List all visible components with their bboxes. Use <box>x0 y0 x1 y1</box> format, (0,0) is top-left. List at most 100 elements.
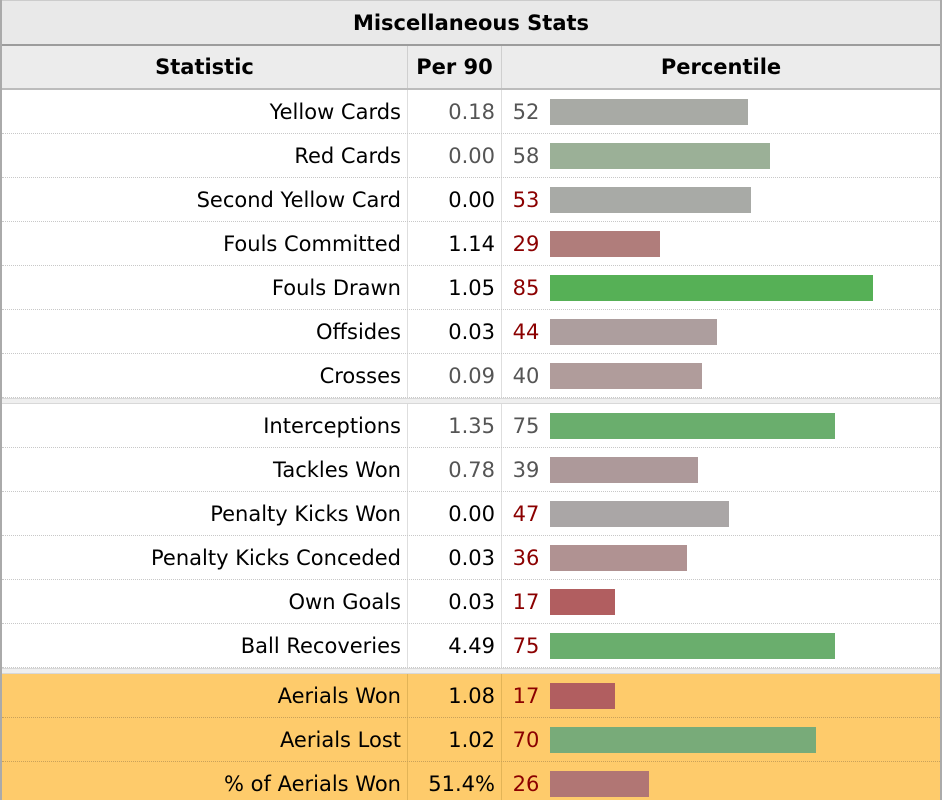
percentile-cell: 52 <box>502 90 940 133</box>
group-separator <box>2 668 940 674</box>
stat-name[interactable]: Penalty Kicks Won <box>2 492 408 535</box>
table-row: Fouls Committed 1.14 29 <box>2 222 940 266</box>
table-row: Offsides 0.03 44 <box>2 310 940 354</box>
percentile-bar <box>550 588 615 615</box>
percentile-cell: 70 <box>502 718 940 761</box>
per90-value: 1.02 <box>408 718 502 761</box>
table-row: % of Aerials Won 51.4% 26 <box>2 762 940 800</box>
per90-value: 0.00 <box>408 492 502 535</box>
percentile-cell: 26 <box>502 762 940 800</box>
table-row: Ball Recoveries 4.49 75 <box>2 624 940 668</box>
percentile-bar <box>550 186 751 213</box>
per90-value: 0.00 <box>408 134 502 177</box>
per90-value: 1.05 <box>408 266 502 309</box>
stat-name[interactable]: % of Aerials Won <box>2 762 408 800</box>
percentile-bar <box>550 770 649 797</box>
percentile-value: 40 <box>512 363 540 388</box>
per90-value: 0.03 <box>408 580 502 623</box>
percentile-value: 53 <box>512 187 540 212</box>
percentile-bar <box>550 544 687 571</box>
table-row: Penalty Kicks Conceded 0.03 36 <box>2 536 940 580</box>
percentile-cell: 40 <box>502 354 940 397</box>
percentile-cell: 47 <box>502 492 940 535</box>
percentile-value: 75 <box>512 413 540 438</box>
stat-name[interactable]: Fouls Drawn <box>2 266 408 309</box>
stat-name[interactable]: Second Yellow Card <box>2 178 408 221</box>
stat-name[interactable]: Aerials Won <box>2 674 408 717</box>
per90-value: 0.78 <box>408 448 502 491</box>
percentile-bar <box>550 682 615 709</box>
table-row: Fouls Drawn 1.05 85 <box>2 266 940 310</box>
percentile-bar <box>550 412 835 439</box>
table-row: Interceptions 1.35 75 <box>2 404 940 448</box>
percentile-cell: 29 <box>502 222 940 265</box>
percentile-value: 70 <box>512 727 540 752</box>
percentile-cell: 53 <box>502 178 940 221</box>
percentile-cell: 75 <box>502 624 940 667</box>
header-percentile[interactable]: Percentile <box>660 55 782 79</box>
header-statistic[interactable]: Statistic <box>2 46 408 88</box>
percentile-bar <box>550 318 717 345</box>
percentile-value: 58 <box>512 143 540 168</box>
stat-name[interactable]: Ball Recoveries <box>2 624 408 667</box>
stat-name[interactable]: Red Cards <box>2 134 408 177</box>
percentile-value: 47 <box>512 501 540 526</box>
percentile-cell: 75 <box>502 404 940 447</box>
stat-name[interactable]: Own Goals <box>2 580 408 623</box>
percentile-value: 85 <box>512 275 540 300</box>
per90-value: 0.09 <box>408 354 502 397</box>
table-row: Tackles Won 0.78 39 <box>2 448 940 492</box>
percentile-cell: 36 <box>502 536 940 579</box>
percentile-bar <box>550 142 770 169</box>
table-row: Red Cards 0.00 58 <box>2 134 940 178</box>
per90-value: 0.03 <box>408 536 502 579</box>
stat-name[interactable]: Tackles Won <box>2 448 408 491</box>
stat-name[interactable]: Aerials Lost <box>2 718 408 761</box>
percentile-value: 36 <box>512 545 540 570</box>
stat-name[interactable]: Interceptions <box>2 404 408 447</box>
per90-value: 0.00 <box>408 178 502 221</box>
percentile-value: 39 <box>512 457 540 482</box>
percentile-value: 17 <box>512 589 540 614</box>
table-row: Penalty Kicks Won 0.00 47 <box>2 492 940 536</box>
percentile-bar <box>550 274 873 301</box>
percentile-cell: 39 <box>502 448 940 491</box>
table-row: Crosses 0.09 40 <box>2 354 940 398</box>
stat-name[interactable]: Offsides <box>2 310 408 353</box>
percentile-bar <box>550 726 816 753</box>
table-row: Yellow Cards 0.18 52 <box>2 90 940 134</box>
percentile-bar <box>550 632 835 659</box>
per90-value: 4.49 <box>408 624 502 667</box>
percentile-bar <box>550 500 729 527</box>
stat-name[interactable]: Yellow Cards <box>2 90 408 133</box>
table-header: Statistic Per 90 Percentile <box>2 46 940 90</box>
table-body: Yellow Cards 0.18 52 Red Cards 0.00 58 Second … <box>2 90 940 800</box>
table-row: Aerials Lost 1.02 70 <box>2 718 940 762</box>
per90-value: 1.08 <box>408 674 502 717</box>
percentile-cell: 17 <box>502 580 940 623</box>
percentile-cell: 17 <box>502 674 940 717</box>
percentile-value: 29 <box>512 231 540 256</box>
percentile-bar <box>550 456 698 483</box>
percentile-cell: 44 <box>502 310 940 353</box>
percentile-cell: 85 <box>502 266 940 309</box>
percentile-value: 44 <box>512 319 540 344</box>
per90-value: 51.4% <box>408 762 502 800</box>
percentile-bar <box>550 230 660 257</box>
per90-value: 1.14 <box>408 222 502 265</box>
table-title: Miscellaneous Stats <box>2 0 940 46</box>
header-per90[interactable]: Per 90 <box>408 46 502 88</box>
per90-value: 0.18 <box>408 90 502 133</box>
percentile-value: 52 <box>512 99 540 124</box>
stat-name[interactable]: Penalty Kicks Conceded <box>2 536 408 579</box>
percentile-value: 75 <box>512 633 540 658</box>
percentile-value: 17 <box>512 683 540 708</box>
percentile-bar <box>550 362 702 389</box>
table-row: Own Goals 0.03 17 <box>2 580 940 624</box>
stat-name[interactable]: Fouls Committed <box>2 222 408 265</box>
table-row: Second Yellow Card 0.00 53 <box>2 178 940 222</box>
percentile-bar <box>550 98 748 125</box>
stat-name[interactable]: Crosses <box>2 354 408 397</box>
percentile-value: 26 <box>512 771 540 796</box>
per90-value: 0.03 <box>408 310 502 353</box>
